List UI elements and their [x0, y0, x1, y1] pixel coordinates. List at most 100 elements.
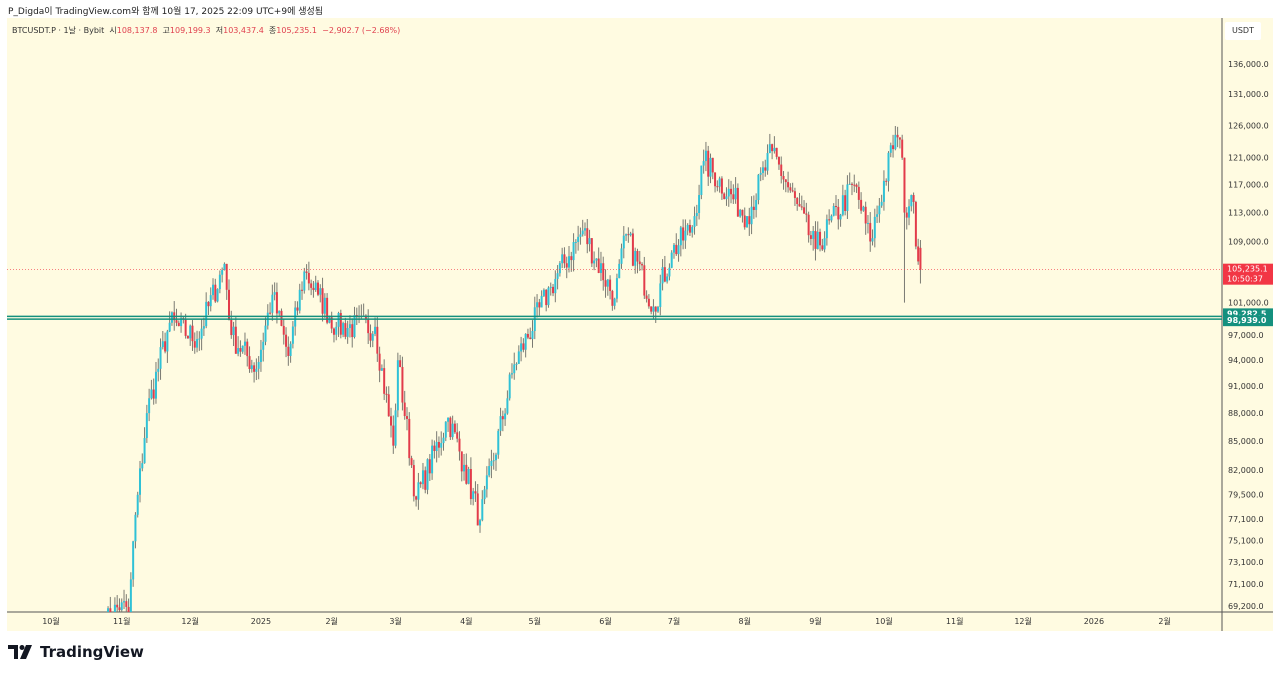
candle-body: [593, 260, 596, 264]
candle-body: [880, 201, 883, 206]
candle-body: [716, 186, 719, 188]
candle-body: [479, 520, 482, 526]
candle-body: [287, 346, 290, 356]
candle-body: [839, 214, 842, 220]
time-tick-label: 2025: [251, 617, 271, 626]
candle-body: [421, 470, 424, 485]
candle-body: [424, 470, 427, 490]
candle-body: [515, 363, 518, 365]
candle-body: [773, 147, 776, 152]
candle-body: [116, 604, 119, 608]
candle-body: [198, 338, 201, 340]
candle-body: [823, 238, 826, 250]
candle-body: [531, 331, 534, 340]
candle-body: [367, 319, 370, 334]
candle-body: [903, 157, 906, 213]
price-tick-label: 113,000.0: [1228, 209, 1269, 218]
candle-body: [869, 222, 872, 242]
candle-body: [631, 233, 634, 266]
candle-body: [636, 250, 639, 262]
candle-body: [154, 371, 157, 399]
candle-body: [688, 224, 691, 233]
candle-body: [342, 323, 345, 335]
candle-body: [401, 367, 404, 403]
candle-body: [134, 514, 137, 542]
candle-body: [775, 147, 778, 157]
candle-body: [627, 234, 630, 236]
candle-body: [743, 215, 746, 228]
time-tick-label: 2026: [1084, 617, 1104, 626]
brand-name: TradingView: [40, 643, 144, 661]
price-tick-label: 91,000.0: [1228, 382, 1264, 391]
candle-body: [777, 156, 780, 165]
candle-body: [558, 263, 561, 274]
candle-body: [821, 245, 824, 250]
candle-body: [768, 144, 771, 154]
candle-body: [216, 289, 219, 302]
candle-body: [301, 289, 304, 291]
candlestick-chart[interactable]: 136,000.0 131,000.0 126,000.0 121,000.0 117,…: [7, 18, 1273, 631]
candle-body: [481, 499, 484, 521]
price-tick-label: 121,000.0: [1228, 154, 1269, 163]
symbol-label[interactable]: BTCUSDT.P · 1날 · Bybit: [12, 26, 105, 35]
candle-body: [385, 393, 388, 395]
candle-body: [312, 287, 315, 291]
candle-body: [230, 319, 233, 336]
candle-body: [285, 334, 288, 347]
candle-body: [440, 443, 443, 448]
candle-body: [444, 421, 447, 438]
candle-body: [549, 286, 552, 288]
candle-body: [828, 219, 831, 221]
candle-body: [714, 172, 717, 187]
candle-body: [611, 290, 614, 306]
currency-button[interactable]: USDT: [1225, 22, 1261, 40]
candle-body: [296, 307, 299, 311]
candle-body: [390, 416, 393, 426]
candle-body: [791, 190, 794, 192]
candle-body: [351, 324, 354, 338]
candle-body: [460, 451, 463, 472]
candle-body: [695, 212, 698, 217]
bar-countdown-label: 10:50:37: [1227, 275, 1263, 284]
candle-body: [380, 368, 383, 371]
candle-body: [805, 213, 808, 215]
candle-body: [700, 165, 703, 196]
candle-body: [599, 263, 602, 273]
candle-body: [428, 459, 431, 474]
candle-body: [485, 475, 488, 490]
candle-body: [668, 267, 671, 277]
candle-body: [885, 180, 888, 182]
candle-body: [764, 167, 767, 171]
candle-body: [166, 331, 169, 352]
candle-body: [157, 368, 160, 372]
candle-body: [882, 180, 885, 202]
candle-body: [271, 294, 274, 313]
candle-body: [602, 263, 605, 281]
candle-body: [410, 458, 413, 466]
candle-body: [657, 306, 660, 312]
time-tick-label: 9월: [809, 616, 821, 626]
candle-body: [508, 374, 511, 399]
candle-body: [364, 315, 367, 320]
candle-body: [647, 298, 650, 307]
candle-body: [618, 263, 621, 279]
price-tick-label: 73,100.0: [1228, 558, 1264, 567]
candle-body: [568, 256, 571, 268]
price-tick-label: 117,000.0: [1228, 181, 1269, 190]
candle-body: [465, 464, 468, 484]
candle-body: [771, 144, 774, 152]
price-tick-label: 75,100.0: [1228, 536, 1264, 545]
candle-body: [542, 289, 545, 296]
candle-body: [463, 464, 466, 472]
time-tick-label: 8월: [739, 616, 751, 626]
candle-body: [686, 224, 689, 231]
current-price-label: 105,235.1: [1227, 265, 1268, 274]
candle-body: [492, 460, 495, 462]
time-tick-label: 11월: [946, 616, 964, 626]
candle-body: [374, 326, 377, 334]
time-tick-label: 2월: [325, 616, 337, 626]
candle-body: [595, 258, 598, 261]
candle-body: [789, 187, 792, 191]
chart-area[interactable]: 136,000.0 131,000.0 126,000.0 121,000.0 117,…: [7, 18, 1273, 631]
candle-body: [326, 297, 329, 323]
